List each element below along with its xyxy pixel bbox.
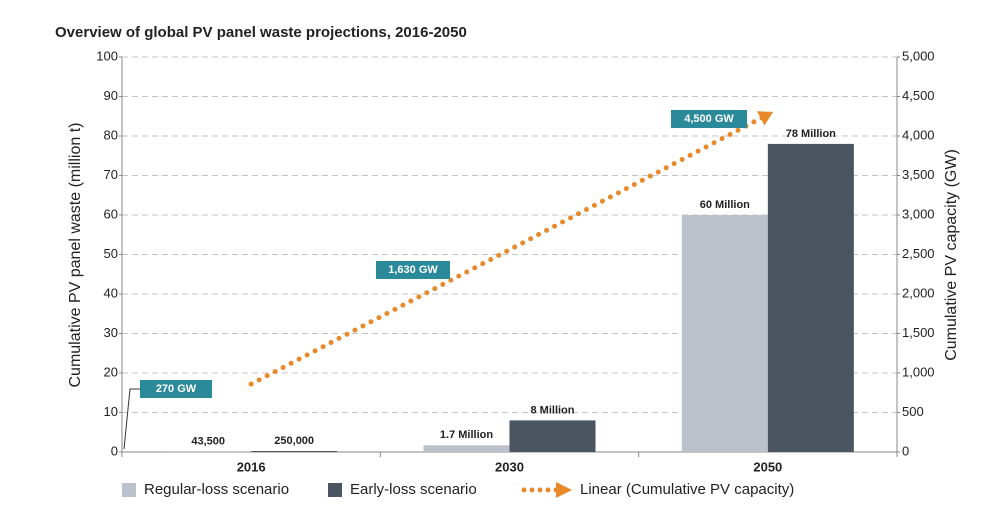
y-tick-label: 40 xyxy=(104,285,118,300)
chart-title: Overview of global PV panel waste projec… xyxy=(55,24,467,41)
y2-tick-label: 1,500 xyxy=(902,325,935,340)
bar xyxy=(681,215,768,452)
y2-tick-label: 4,000 xyxy=(902,127,935,142)
y2-tick-label: 4,500 xyxy=(902,88,935,103)
trend-line xyxy=(248,112,771,387)
value-label: 78 Million xyxy=(786,128,836,140)
y-tick-label: 10 xyxy=(104,404,118,419)
legend-swatch xyxy=(328,483,342,497)
y-tick-label: 80 xyxy=(104,127,118,142)
y-tick-label: 50 xyxy=(104,246,118,261)
value-label: 60 Million xyxy=(700,199,750,211)
x-tick-label: 2030 xyxy=(495,459,524,474)
trend-arrow xyxy=(757,111,774,126)
annotation: 1,630 GW xyxy=(388,264,438,276)
y2-axis-label: Cumulative PV capacity (GW) xyxy=(943,149,960,361)
legend-swatch xyxy=(122,483,136,497)
y-tick-label: 100 xyxy=(96,48,118,63)
value-label: 43,500 xyxy=(191,436,225,448)
y2-tick-label: 3,500 xyxy=(902,167,935,182)
value-label: 1.7 Million xyxy=(440,429,493,441)
y2-tick-label: 500 xyxy=(902,404,924,419)
value-label: 8 Million xyxy=(531,404,575,416)
y-tick-label: 90 xyxy=(104,88,118,103)
x-tick-label: 2016 xyxy=(237,459,266,474)
y-tick-label: 60 xyxy=(104,206,118,221)
y-tick-label: 30 xyxy=(104,325,118,340)
y2-tick-label: 0 xyxy=(902,443,909,458)
bar xyxy=(509,420,596,452)
y2-tick-label: 3,000 xyxy=(902,206,935,221)
annotation-box xyxy=(671,110,747,128)
legend-arrow xyxy=(556,482,572,498)
y2-tick-label: 2,000 xyxy=(902,285,935,300)
callout-line xyxy=(123,388,140,450)
legend-label: Linear (Cumulative PV capacity) xyxy=(580,481,794,498)
y2-tick-label: 2,500 xyxy=(902,246,935,261)
bar xyxy=(767,143,854,452)
annotation-box xyxy=(376,261,450,279)
annotation: 4,500 GW xyxy=(684,113,734,125)
y-tick-label: 20 xyxy=(104,364,118,379)
bar xyxy=(251,451,338,452)
legend-label: Regular-loss scenario xyxy=(144,481,289,498)
annotation-box xyxy=(140,380,212,398)
bar xyxy=(423,445,510,452)
legend-label: Early-loss scenario xyxy=(350,481,477,498)
annotation: 270 GW xyxy=(156,383,197,395)
y-tick-label: 0 xyxy=(111,443,118,458)
y-axis-label: Cumulative PV panel waste (million t) xyxy=(67,123,84,388)
value-label: 250,000 xyxy=(274,435,314,447)
y2-tick-label: 5,000 xyxy=(902,48,935,63)
y-tick-label: 70 xyxy=(104,167,118,182)
y2-tick-label: 1,000 xyxy=(902,364,935,379)
x-tick-label: 2050 xyxy=(753,459,782,474)
